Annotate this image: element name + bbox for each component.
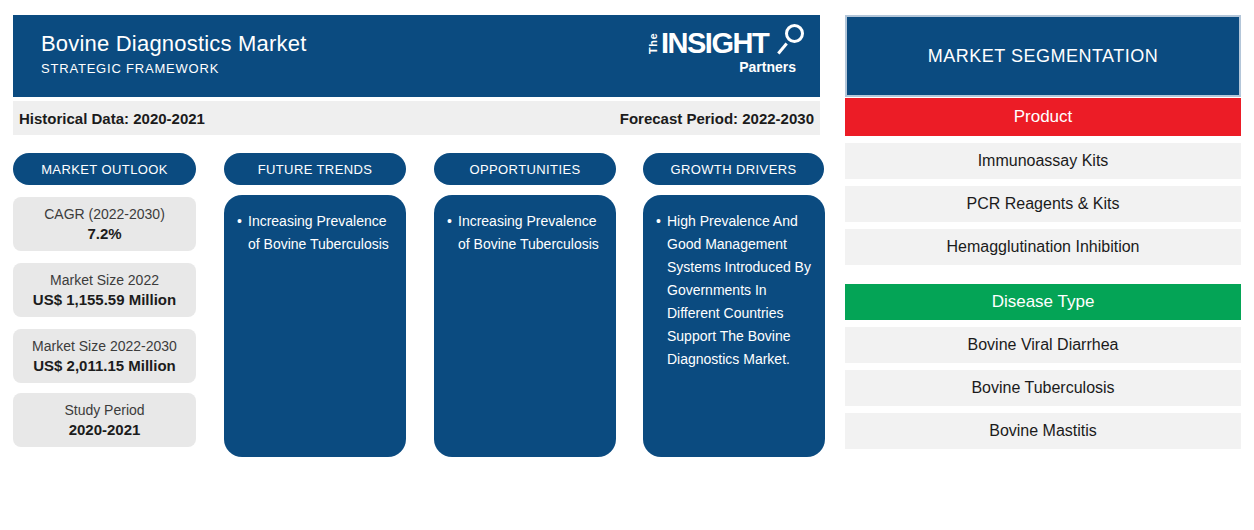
historical-data-label: Historical Data: 2020-2021 [19, 110, 205, 127]
logo-row: The INSIGHT [648, 29, 798, 58]
future-trends-box: • Increasing Prevalence of Bovine Tuberc… [224, 195, 406, 457]
period-bar: Historical Data: 2020-2021 Forecast Peri… [13, 101, 820, 135]
segment-item: PCR Reagents & Kits [845, 186, 1241, 222]
stat-label: Market Size 2022-2030 [32, 338, 177, 354]
header-titles: Bovine Diagnostics Market STRATEGIC FRAM… [41, 31, 306, 76]
logo-insight-text: INSIGHT [661, 29, 768, 58]
stat-value: 2020-2021 [69, 421, 141, 438]
page-title: Bovine Diagnostics Market [41, 31, 306, 57]
growth-drivers-box: • High Prevalence And Good Management Sy… [643, 195, 825, 457]
future-trends-pill: FUTURE TRENDS [224, 153, 406, 185]
forecast-period-label: Forecast Period: 2022-2030 [620, 110, 814, 127]
bullet-icon: • [237, 210, 248, 256]
stat-market-size-2022: Market Size 2022 US$ 1,155.59 Million [13, 263, 196, 317]
bullet-item: • Increasing Prevalence of Bovine Tuberc… [447, 210, 608, 256]
segment-item: Bovine Tuberculosis [845, 370, 1241, 406]
page-subtitle: STRATEGIC FRAMEWORK [41, 61, 306, 76]
segment-item: Hemagglutination Inhibition [845, 229, 1241, 265]
bullet-item: • Increasing Prevalence of Bovine Tuberc… [237, 210, 398, 256]
stat-label: Market Size 2022 [50, 272, 159, 288]
stat-value: US$ 2,011.15 Million [33, 357, 176, 374]
stat-value: US$ 1,155.59 Million [33, 291, 176, 308]
market-outlook-pill: MARKET OUTLOOK [13, 153, 196, 185]
bullet-item: • High Prevalence And Good Management Sy… [656, 210, 817, 371]
opportunities-text: Increasing Prevalence of Bovine Tubercul… [458, 210, 608, 256]
growth-drivers-text: High Prevalence And Good Management Syst… [667, 210, 817, 371]
stat-label: CAGR (2022-2030) [44, 206, 165, 222]
bullet-icon: • [447, 210, 458, 256]
logo-the-text: The [648, 33, 659, 54]
growth-drivers-pill: GROWTH DRIVERS [643, 153, 824, 185]
stat-label: Study Period [64, 402, 144, 418]
opportunities-box: • Increasing Prevalence of Bovine Tuberc… [434, 195, 616, 457]
segment-group-disease-type: Disease Type [845, 284, 1241, 320]
segment-item: Bovine Viral Diarrhea [845, 327, 1241, 363]
opportunities-pill: OPPORTUNITIES [434, 153, 616, 185]
logo-partners-text: Partners [739, 59, 796, 75]
segment-group-product: Product [845, 98, 1241, 136]
infographic-canvas: Bovine Diagnostics Market STRATEGIC FRAM… [0, 0, 1254, 530]
stat-study-period: Study Period 2020-2021 [13, 393, 196, 447]
bullet-icon: • [656, 210, 667, 371]
report-header: Bovine Diagnostics Market STRATEGIC FRAM… [13, 15, 820, 97]
magnifier-icon [785, 24, 804, 43]
stat-market-size-2022-2030: Market Size 2022-2030 US$ 2,011.15 Milli… [13, 329, 196, 383]
stat-cagr: CAGR (2022-2030) 7.2% [13, 197, 196, 251]
insight-partners-logo: The INSIGHT Partners [648, 29, 798, 85]
segment-item: Immunoassay Kits [845, 143, 1241, 179]
stat-value: 7.2% [87, 225, 121, 242]
market-segmentation-header: MARKET SEGMENTATION [845, 15, 1241, 97]
segment-item: Bovine Mastitis [845, 413, 1241, 449]
future-trends-text: Increasing Prevalence of Bovine Tubercul… [248, 210, 398, 256]
